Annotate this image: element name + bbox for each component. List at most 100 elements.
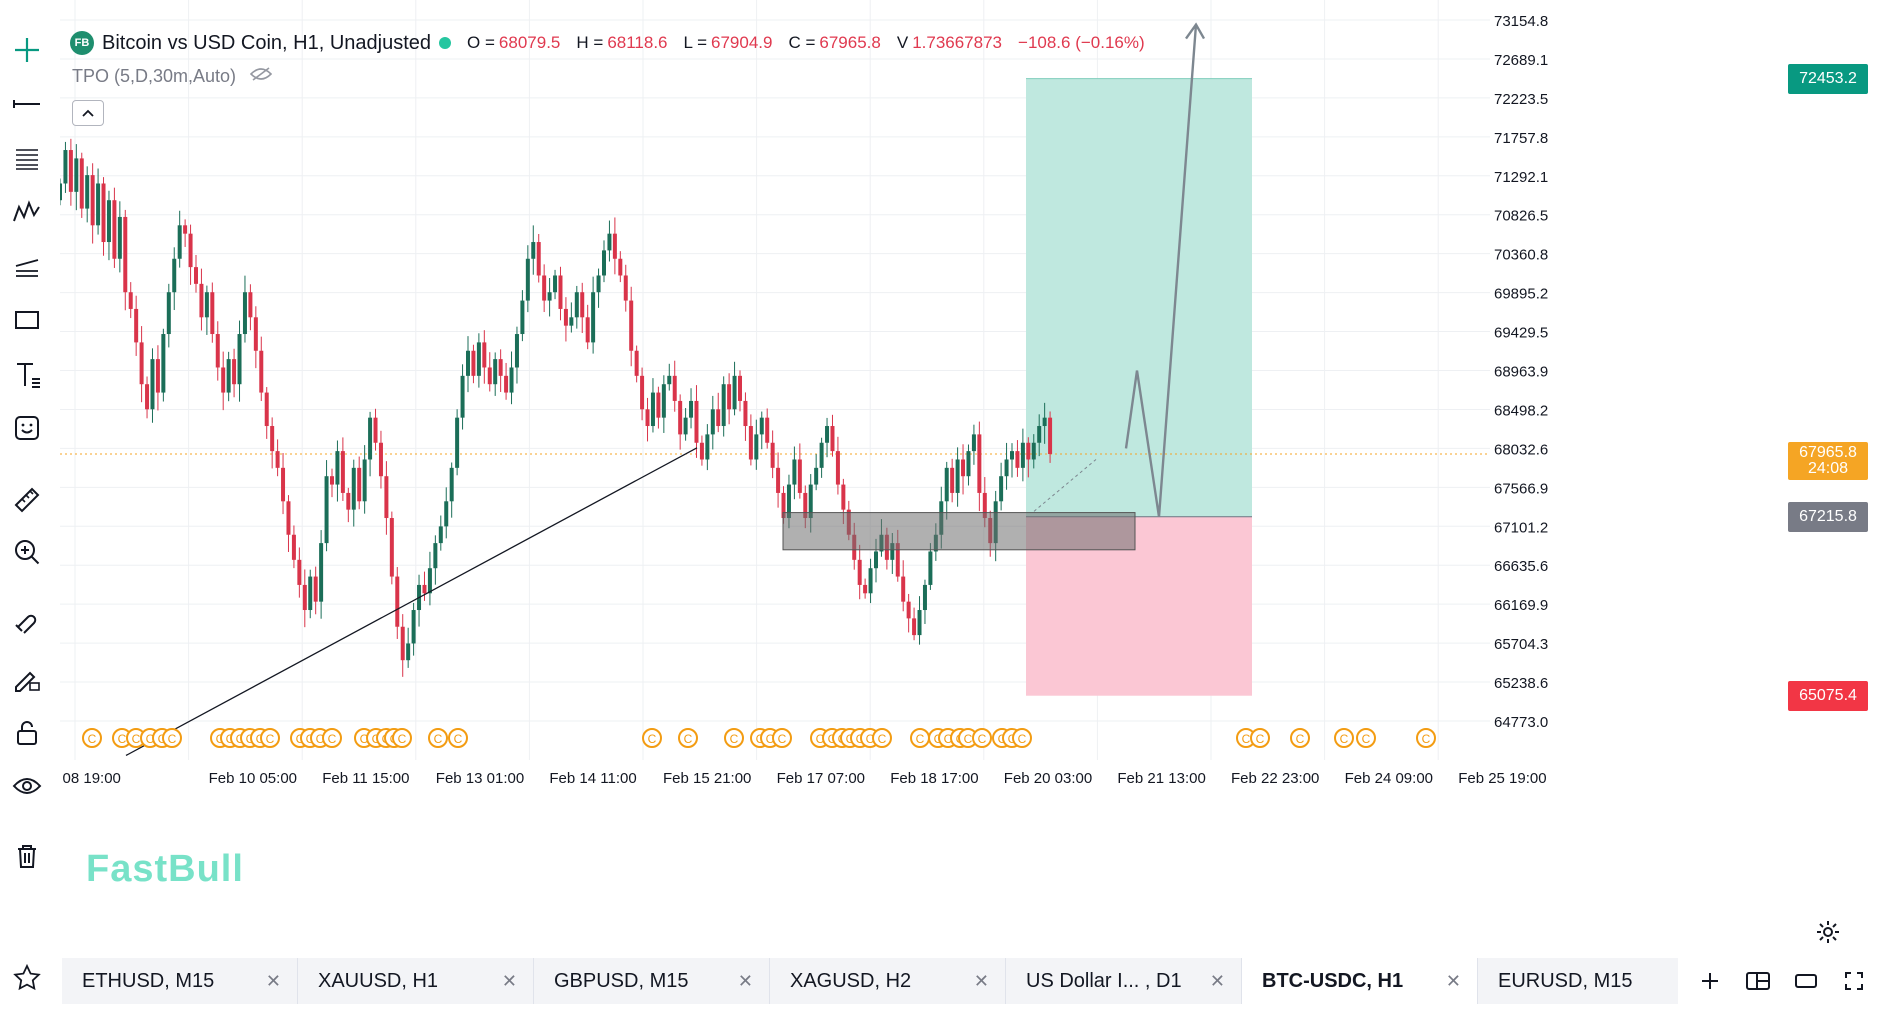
indicator-legend[interactable]: TPO (5,D,30m,Auto) (72, 66, 273, 87)
event-marker-icon: C (678, 728, 698, 748)
event-marker-ring (1250, 728, 1270, 748)
candle-body (373, 417, 378, 443)
y-tick-label: 65704.3 (1494, 636, 1548, 653)
candle-body (835, 451, 840, 485)
tab-label: BTC-USDC, H1 (1262, 969, 1404, 992)
trash-icon[interactable] (0, 834, 54, 878)
candle-body (346, 492, 351, 510)
close-icon[interactable]: ✕ (737, 970, 753, 991)
candle-body (678, 400, 683, 435)
candle-body (172, 258, 177, 293)
trend-line-icon[interactable] (0, 82, 54, 126)
favorites-star-icon[interactable] (10, 958, 44, 998)
candle-body (618, 258, 623, 276)
candle-body (999, 476, 1004, 502)
y-tick-label: 72689.1 (1494, 52, 1548, 69)
candle-body (275, 451, 280, 468)
tab-xauusd[interactable]: XAUUSD, H1 ✕ (298, 958, 534, 1004)
candle-body (215, 334, 220, 368)
tab-actions (1696, 958, 1868, 1004)
text-icon[interactable] (0, 352, 54, 396)
magnet-icon[interactable] (0, 600, 54, 644)
candle-body (460, 375, 465, 418)
candle-body (324, 476, 329, 544)
candle-body (683, 417, 688, 435)
hidden-eye-icon[interactable] (249, 66, 273, 87)
event-marker-ring (642, 728, 662, 748)
y-tick-label: 68498.2 (1494, 402, 1548, 419)
candle-body (689, 400, 694, 418)
candle-body (487, 367, 492, 385)
zoom-in-icon[interactable] (0, 530, 54, 574)
lock-icon[interactable] (0, 710, 54, 754)
event-marker-letter: C (944, 732, 953, 746)
tab-eurusd[interactable]: EURUSD, M15 (1478, 958, 1678, 1004)
tab-ethusd[interactable]: ETHUSD, M15 ✕ (62, 958, 298, 1004)
event-marker-ring (972, 728, 992, 748)
layout-icon[interactable] (1744, 967, 1772, 995)
candle-body (221, 367, 226, 393)
event-marker-ring (448, 728, 468, 748)
candle-body (792, 459, 797, 485)
candle-body (814, 467, 819, 485)
event-marker-letter: C (648, 732, 657, 746)
y-tick-label: 67566.9 (1494, 480, 1548, 497)
fullscreen-icon[interactable] (1840, 967, 1868, 995)
event-marker-ring (260, 728, 280, 748)
candle-body (199, 283, 204, 318)
candle-body (183, 225, 188, 234)
window-icon[interactable] (1792, 967, 1820, 995)
close-icon[interactable]: ✕ (1445, 970, 1461, 991)
candle-body (210, 292, 215, 335)
candle-body (351, 467, 356, 510)
candle-body (901, 576, 906, 602)
y-tick-label: 71292.1 (1494, 169, 1548, 186)
symbol-logo: FB (70, 31, 94, 55)
tab-xagusd[interactable]: XAGUSD, H2 ✕ (770, 958, 1006, 1004)
candle-body (874, 551, 878, 569)
forecast-icon[interactable] (0, 244, 54, 288)
candle-body (667, 375, 672, 385)
candle-body (504, 375, 509, 393)
candle-body (1020, 442, 1025, 468)
candle-body (694, 400, 699, 443)
candle-body (226, 359, 231, 393)
event-marker-letter: C (778, 732, 787, 746)
close-icon[interactable]: ✕ (973, 970, 989, 991)
crosshair-icon[interactable] (0, 28, 54, 72)
candle-body (335, 451, 340, 485)
patterns-icon[interactable] (0, 190, 54, 234)
tab-gbpusd[interactable]: GBPUSD, M15 ✕ (534, 958, 770, 1004)
candle-body (808, 484, 813, 519)
collapse-legend-button[interactable] (72, 100, 104, 126)
fib-retracement-icon[interactable] (0, 136, 54, 180)
symbol-title[interactable]: Bitcoin vs USD Coin, H1, Unadjusted (102, 31, 432, 54)
ruler-icon[interactable] (0, 476, 54, 520)
tab-us-dollar-index[interactable]: US Dollar I... , D1 ✕ (1006, 958, 1242, 1004)
close-icon[interactable]: ✕ (265, 970, 281, 991)
event-marker-letter: C (1018, 732, 1027, 746)
event-marker-letter: C (1340, 732, 1349, 746)
close-icon[interactable]: ✕ (501, 970, 517, 991)
x-tick-label: Feb 17 07:00 (777, 770, 865, 787)
lock-drawing-icon[interactable] (0, 656, 54, 700)
close-icon[interactable]: ✕ (1209, 970, 1225, 991)
candle-body (79, 158, 84, 209)
close-value: 67965.8 (819, 33, 881, 52)
emoji-icon[interactable] (0, 406, 54, 450)
tab-btc-usdc[interactable]: BTC-USDC, H1 ✕ (1242, 958, 1478, 1004)
settings-gear-icon[interactable] (1814, 918, 1842, 946)
eye-icon[interactable] (0, 764, 54, 808)
price-badge-countdown: 24:08 (1807, 459, 1849, 477)
add-tab-icon[interactable] (1696, 967, 1724, 995)
rectangle-icon[interactable] (0, 298, 54, 342)
projection-path (1124, 24, 1198, 517)
event-marker-letter: C (1362, 732, 1371, 746)
candle-body (438, 526, 443, 544)
candle-body (650, 392, 655, 427)
candle-body (748, 426, 753, 460)
event-marker-ring (872, 728, 892, 748)
y-tick-label: 70360.8 (1494, 247, 1548, 264)
